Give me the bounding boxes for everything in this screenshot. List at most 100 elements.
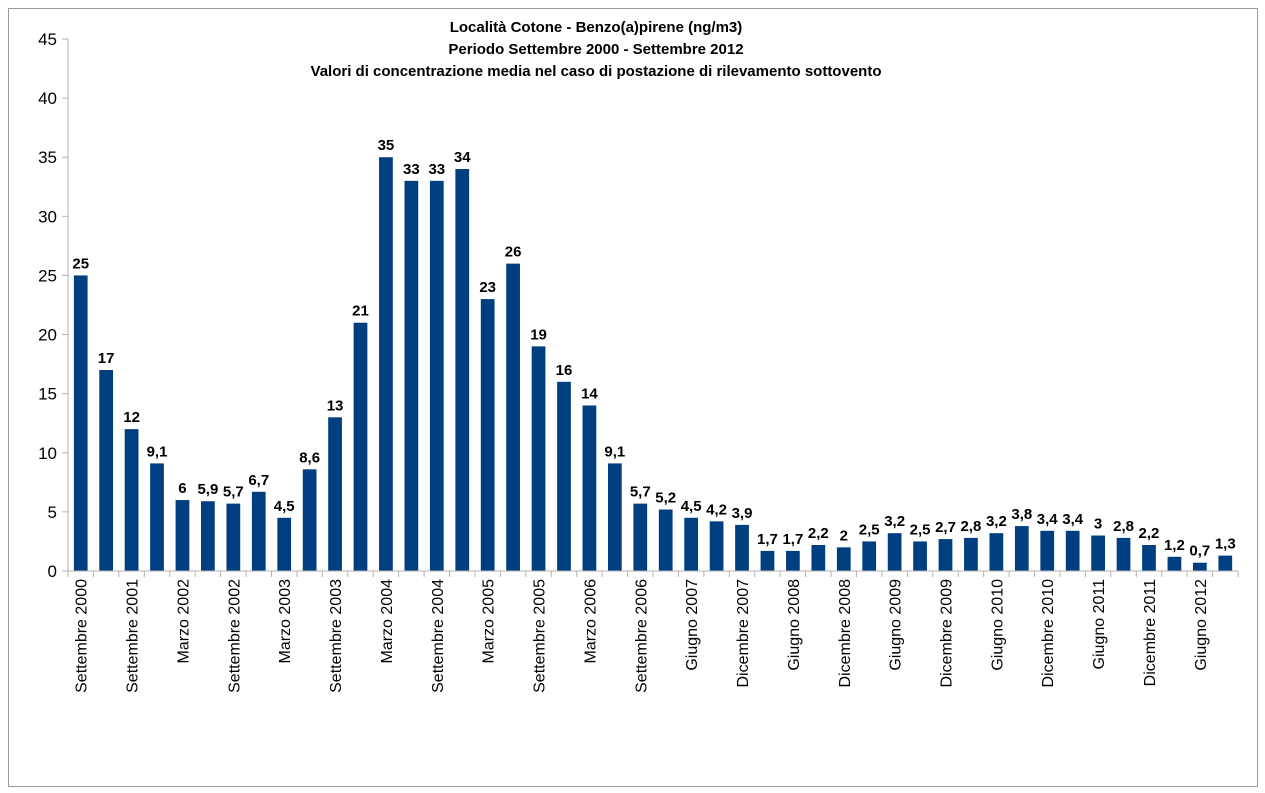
x-tick-label: Giugno 2012 (1193, 579, 1210, 671)
x-tick-label: Dicembre 2010 (1040, 579, 1057, 688)
bar (862, 541, 877, 571)
data-label: 17 (98, 350, 115, 367)
bar (709, 521, 724, 571)
data-label: 16 (556, 362, 573, 379)
x-tick-label: Dicembre 2008 (837, 579, 854, 688)
data-label: 5,7 (223, 484, 244, 501)
bar (302, 469, 317, 571)
bar (1091, 535, 1105, 571)
x-tick-label: Settembre 2004 (430, 579, 447, 693)
x-tick-label: Marzo 2003 (277, 579, 294, 664)
y-tick-label: 30 (38, 207, 57, 226)
x-tick-label: Giugno 2007 (684, 579, 701, 671)
bar (964, 537, 978, 571)
data-label: 2,7 (935, 519, 956, 536)
data-label: 1,3 (1215, 536, 1236, 553)
data-label: 5,9 (197, 481, 218, 498)
data-label: 4,5 (274, 498, 295, 515)
x-tick-label: Dicembre 2007 (735, 579, 752, 688)
bar (658, 509, 673, 571)
y-tick-label: 40 (38, 89, 57, 108)
bar (73, 275, 88, 571)
data-label: 3,4 (1062, 511, 1084, 528)
data-label: 5,2 (655, 490, 676, 507)
bar (1065, 530, 1080, 571)
x-tick-label: Settembre 2002 (226, 579, 243, 693)
y-tick-label: 20 (38, 326, 57, 345)
data-label: 1,7 (757, 531, 778, 548)
data-label: 34 (454, 149, 471, 166)
bar (99, 370, 114, 571)
y-tick-label: 25 (38, 266, 57, 285)
x-tick-label: Giugno 2008 (786, 579, 803, 671)
bar-chart: Località Cotone - Benzo(a)pirene (ng/m3)… (38, 19, 1239, 693)
data-label: 3,8 (1011, 506, 1032, 523)
data-label: 3,4 (1037, 511, 1059, 528)
bar (1142, 544, 1156, 571)
data-label: 6 (178, 480, 186, 497)
chart-title-line-1: Località Cotone - Benzo(a)pirene (ng/m3) (450, 19, 743, 36)
data-label: 2,5 (859, 521, 880, 538)
bar (201, 501, 215, 571)
data-label: 3 (1094, 516, 1102, 533)
bar (836, 547, 851, 571)
data-label: 2,2 (1139, 525, 1160, 542)
data-label: 3,9 (732, 505, 753, 522)
x-tick-label: Marzo 2004 (379, 579, 396, 664)
data-label: 9,1 (604, 443, 625, 460)
bar (277, 517, 292, 571)
bar (735, 524, 749, 571)
bar (633, 503, 648, 571)
bar (913, 541, 927, 571)
bar (150, 463, 164, 571)
data-label: 5,7 (630, 484, 651, 501)
data-label: 1,2 (1164, 537, 1185, 554)
data-label: 33 (428, 161, 445, 178)
data-label: 2,2 (808, 525, 829, 542)
data-label: 12 (123, 409, 140, 426)
data-label: 13 (327, 397, 344, 414)
x-tick-label: Settembre 2005 (532, 579, 549, 693)
chart-frame: Località Cotone - Benzo(a)pirene (ng/m3)… (8, 8, 1258, 787)
bar (124, 429, 139, 571)
bar (429, 180, 444, 571)
y-tick-label: 5 (48, 503, 57, 522)
data-label: 0,7 (1189, 543, 1210, 560)
bar (582, 405, 597, 571)
x-tick-label: Dicembre 2009 (939, 579, 956, 688)
chart-title-line-2: Periodo Settembre 2000 - Settembre 2012 (448, 41, 743, 58)
x-tick-label: Marzo 2005 (481, 579, 498, 664)
bar (379, 157, 393, 571)
bar (811, 544, 826, 571)
x-tick-label: Giugno 2009 (888, 579, 905, 671)
x-tick-label: Marzo 2006 (582, 579, 599, 664)
bar (1218, 555, 1233, 571)
bars (73, 157, 1233, 572)
data-label: 3,2 (986, 513, 1007, 530)
bar (353, 322, 368, 571)
data-label: 23 (479, 279, 496, 296)
data-label: 26 (505, 244, 522, 261)
data-label: 6,7 (248, 472, 269, 489)
bar (175, 500, 190, 571)
bar (760, 550, 775, 571)
bar (251, 491, 266, 571)
data-label: 4,2 (706, 501, 727, 518)
x-tick-label: Marzo 2002 (175, 579, 192, 664)
data-label: 4,5 (681, 498, 702, 515)
data-label: 9,1 (147, 443, 168, 460)
data-label: 33 (403, 161, 420, 178)
data-label: 3,2 (884, 513, 905, 530)
data-label: 1,7 (782, 531, 803, 548)
bar (989, 533, 1004, 571)
bar (455, 169, 470, 572)
bar (1167, 556, 1182, 571)
bar (887, 533, 902, 571)
chart-title-line-3: Valori di concentrazione media nel caso … (311, 63, 882, 80)
data-label: 2 (840, 527, 848, 544)
y-tick-label: 0 (48, 562, 57, 581)
bar (1192, 562, 1207, 571)
x-tick-label: Giugno 2011 (1091, 579, 1108, 670)
bar (684, 517, 699, 571)
